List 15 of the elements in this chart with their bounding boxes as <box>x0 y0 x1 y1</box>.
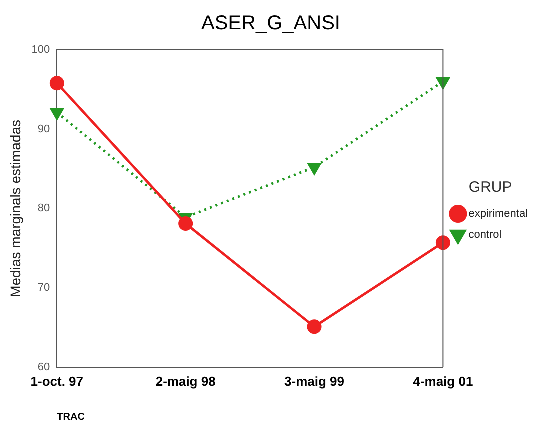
y-tick-label: 100 <box>32 44 50 56</box>
x-tick-label: 1-oct. 97 <box>30 374 84 389</box>
x-tick-label: 4-maig 01 <box>413 374 474 389</box>
chart-title: ASER_G_ANSI <box>202 12 340 35</box>
x-tick-label: 3-maig 99 <box>284 374 345 389</box>
legend-label: expirimental <box>468 208 528 220</box>
legend-label: control <box>468 229 502 242</box>
y-tick-label: 80 <box>38 202 50 215</box>
y-tick-label: 60 <box>38 361 50 374</box>
y-axis-title: Medias marginals estimadas <box>7 120 24 298</box>
legend-title: GRUP <box>468 179 512 196</box>
x-axis-title: TRAC <box>57 412 85 423</box>
y-tick-label: 90 <box>38 123 50 136</box>
y-tick-label: 70 <box>38 282 50 294</box>
x-tick-label: 2-maig 98 <box>156 374 216 389</box>
